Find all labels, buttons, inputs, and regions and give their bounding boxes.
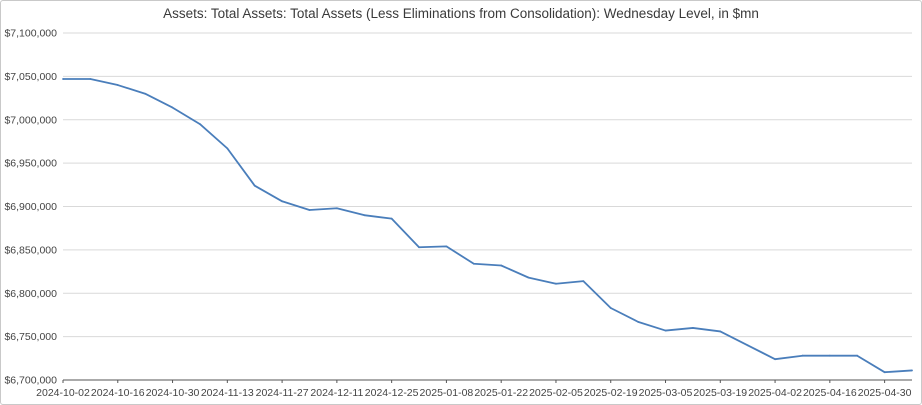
data-point — [171, 106, 174, 109]
data-point — [335, 207, 338, 210]
data-point — [637, 320, 640, 323]
data-point — [62, 78, 64, 80]
x-tick-label: 2025-04-16 — [803, 387, 857, 399]
y-tick-label: $6,950,000 — [4, 158, 57, 170]
x-tick-label: 2024-12-25 — [365, 387, 419, 399]
x-tick-label: 2024-10-30 — [146, 387, 200, 399]
data-point — [445, 245, 448, 248]
data-point — [774, 358, 776, 361]
x-tick-label: 2025-04-30 — [858, 387, 912, 399]
data-point — [472, 262, 475, 265]
data-point — [390, 217, 393, 220]
x-tick-label: 2025-04-02 — [748, 387, 802, 399]
y-tick-label: $6,800,000 — [4, 288, 57, 300]
data-point — [911, 369, 913, 372]
data-point — [199, 123, 201, 125]
x-tick-label: 2024-10-16 — [91, 387, 145, 399]
data-point — [801, 354, 804, 357]
data-point — [116, 84, 119, 86]
data-point — [226, 147, 229, 150]
x-tick-label: 2025-03-05 — [639, 387, 693, 399]
x-tick-label: 2025-01-22 — [474, 387, 528, 399]
data-point — [582, 280, 585, 283]
data-point — [883, 371, 886, 374]
data-point — [746, 344, 749, 347]
data-point — [719, 330, 722, 333]
data-point — [555, 282, 557, 285]
x-tick-label: 2025-03-19 — [693, 387, 747, 399]
y-tick-label: $7,050,000 — [4, 71, 57, 83]
series-total-assets — [62, 78, 913, 374]
data-point — [527, 276, 530, 279]
x-tick-label: 2024-10-02 — [36, 387, 90, 399]
data-point — [828, 354, 831, 357]
gridlines — [63, 32, 912, 381]
y-axis-ticks: $6,700,000 $6,750,000 $6,800,000 $6,850,000… — [4, 28, 57, 387]
y-tick-label: $7,100,000 — [4, 28, 57, 40]
data-point — [500, 264, 503, 267]
x-tick-label: 2024-11-27 — [256, 387, 309, 399]
x-tick-label: 2025-02-05 — [529, 387, 583, 399]
chart-title: Assets: Total Assets: Total Assets (Less… — [163, 6, 759, 21]
y-tick-label: $6,900,000 — [4, 201, 57, 213]
data-point — [281, 200, 283, 203]
x-tick-label: 2024-12-11 — [310, 387, 363, 399]
data-point — [609, 307, 612, 309]
x-axis-ticks: 2024-10-02 2024-10-16 2024-10-30 2024-11-13… — [36, 380, 912, 399]
y-tick-label: $7,000,000 — [4, 114, 57, 126]
x-tick-label: 2025-01-08 — [420, 387, 474, 399]
data-point — [363, 214, 366, 217]
y-tick-label: $6,850,000 — [4, 244, 57, 256]
y-tick-label: $6,700,000 — [4, 375, 57, 387]
data-point — [308, 209, 311, 211]
data-point — [144, 92, 147, 95]
data-point — [253, 184, 256, 187]
data-point — [89, 78, 92, 80]
data-point — [692, 327, 694, 329]
x-tick-label: 2025-02-19 — [584, 387, 638, 399]
y-tick-label: $6,750,000 — [4, 331, 57, 343]
data-point — [856, 354, 859, 357]
x-tick-label: 2024-11-13 — [201, 387, 254, 399]
data-point — [664, 329, 667, 332]
data-point — [418, 246, 420, 249]
series-line — [63, 78, 913, 374]
